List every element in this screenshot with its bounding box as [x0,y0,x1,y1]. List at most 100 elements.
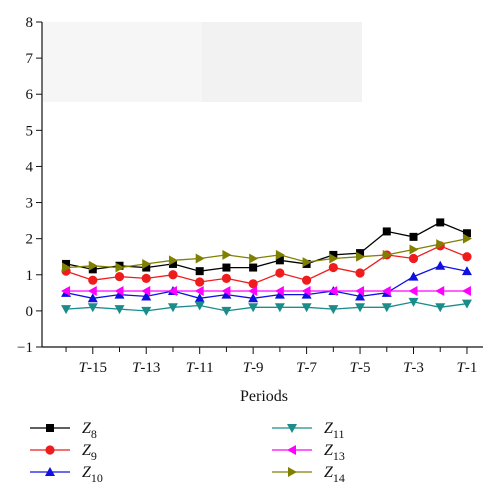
data-point [249,253,259,264]
legend-marker [45,445,55,455]
series-line-z14 [66,238,468,269]
data-point [194,301,205,311]
legend-item-z8: Z8 [30,420,97,441]
legend-label: Z13 [324,442,345,463]
data-point [87,293,98,303]
x-tick-label: T-15 [79,360,107,376]
data-point [436,239,446,250]
data-point [141,286,151,297]
series-line-z8 [65,221,468,272]
data-point [461,286,471,297]
legend-label: Z10 [82,464,103,485]
data-point [87,286,97,297]
legend-marker [287,424,297,433]
y-tick-label: 2 [26,232,34,248]
data-point [87,303,98,313]
data-point [194,293,205,303]
y-tick-label: 1 [26,268,34,284]
legend-marker [287,445,296,455]
y-tick-label: 4 [26,159,34,175]
data-point [381,303,392,313]
y-tick-label: 3 [26,196,34,212]
data-point [274,303,285,313]
legend-marker [45,467,55,476]
data-point [222,263,231,272]
legend-item-z9: Z9 [30,442,97,463]
data-point [61,286,71,297]
data-point [328,262,338,273]
data-point [168,255,178,266]
y-tick-label: −1 [17,340,33,356]
legend-label: Z11 [324,420,344,441]
legend-marker [288,467,297,477]
data-point [409,244,419,255]
data-point [249,263,258,272]
data-point [328,305,339,315]
data-point [408,297,419,307]
data-point [167,303,178,313]
y-tick-label: 8 [26,15,34,31]
data-point [274,286,284,297]
data-point [248,293,259,303]
legend-item-z11: Z11 [272,420,344,441]
data-point [462,252,472,262]
data-point [355,268,365,278]
data-point [408,253,419,264]
data-point [461,266,472,276]
data-point [221,273,232,283]
plot-background [43,22,362,102]
data-point [195,253,205,264]
series-layer [61,218,472,316]
data-point [221,306,232,316]
x-tick-label: T-1 [457,360,478,376]
data-point [168,259,177,268]
data-point [462,233,472,244]
data-point [301,289,312,299]
legend-item-z14: Z14 [272,464,345,485]
data-point [435,286,445,297]
data-point [329,253,339,264]
data-point [195,277,205,287]
x-tick-label: T-5 [350,360,371,376]
data-point [88,275,98,285]
legend-item-z13: Z13 [272,442,345,463]
data-point [114,271,125,282]
data-point [248,303,259,313]
data-point [274,289,285,299]
data-point [462,229,471,238]
data-point [194,286,204,297]
data-point [195,267,204,276]
data-point [302,275,312,285]
x-tick-label: T-13 [132,360,160,376]
data-point [167,286,177,297]
data-point [275,256,284,265]
data-point [328,286,338,297]
data-point [222,249,232,260]
legend-label: Z14 [324,464,345,485]
data-point [436,218,445,227]
x-axis-title: Periods [240,388,288,405]
data-point [408,286,418,297]
data-point [382,249,392,260]
x-tick-label: T-3 [403,360,424,376]
data-point [301,286,311,297]
series-z11 [61,297,472,316]
series-line-z9 [65,245,468,285]
data-point [142,263,151,272]
axes: −1 0 1 2 3 4 5 6 7 8 T-15 T-13 T-11 T-9 T-7 T-5 T-3 T-1 [17,15,483,376]
data-point [221,286,231,297]
data-point [356,249,365,258]
data-point [221,289,232,299]
plot-panel [202,22,362,102]
legend-label: Z8 [82,420,97,441]
data-point [329,250,338,259]
data-point [275,249,285,260]
data-point [408,271,419,281]
data-point [61,305,72,315]
data-point [114,305,125,315]
data-point [141,306,152,316]
series-z10 [61,260,472,303]
plot-panel [43,22,203,102]
data-point [88,260,98,271]
